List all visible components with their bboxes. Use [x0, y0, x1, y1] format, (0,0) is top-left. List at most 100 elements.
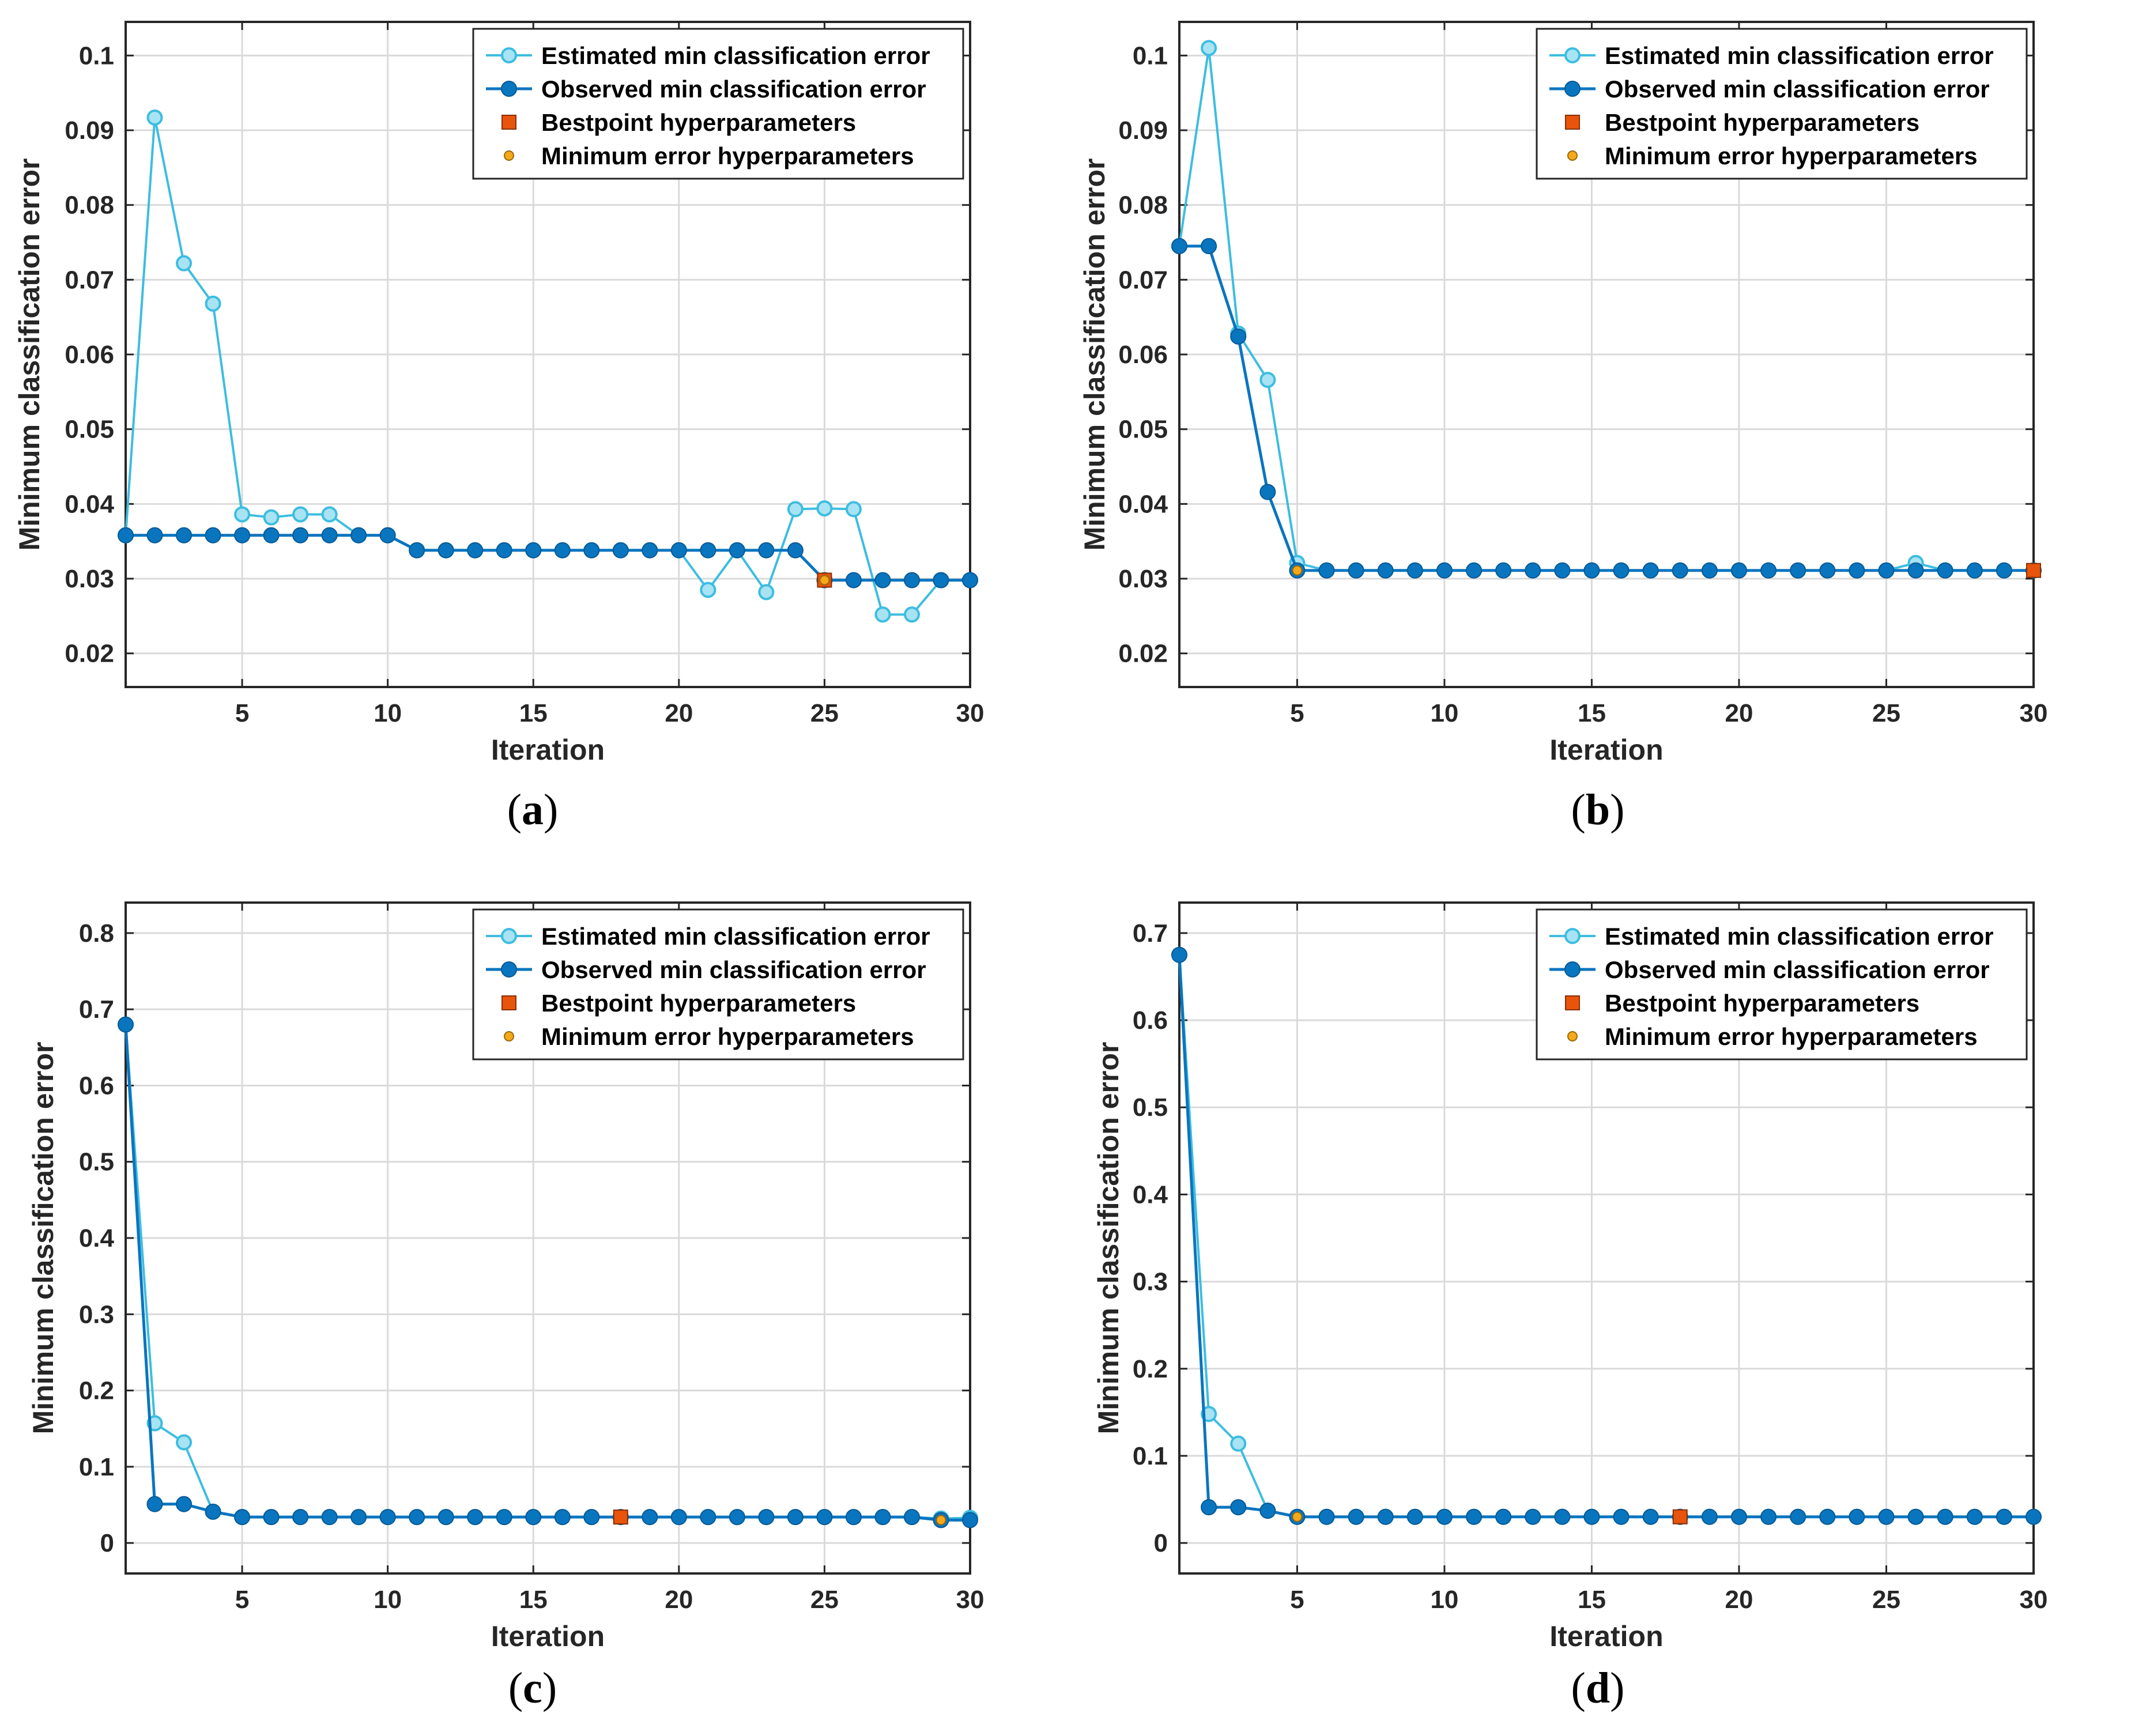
x-tick-label: 30: [2020, 699, 2048, 727]
observed-point: [1907, 562, 1924, 579]
observed-point: [642, 542, 658, 558]
legend-swatch-observed-marker: [1564, 961, 1581, 978]
x-tick-label: 15: [519, 699, 548, 727]
observed-point: [321, 1509, 338, 1526]
estimated-point: [176, 255, 193, 271]
observed-point: [1259, 484, 1276, 500]
legend-swatch-observed-marker: [1564, 81, 1581, 97]
y-tick-label: 0.08: [65, 191, 114, 220]
chart-c: 5 10 15 20 25 30 0 0.1 0.2 0.3 0.4 0.5 0.6 0.7 0.8 Iter…: [27, 901, 985, 1652]
y-tick-label: 0.1: [79, 1453, 114, 1481]
observed-point: [933, 572, 949, 588]
observed-point: [729, 542, 745, 558]
ticks-a: 5 10 15 20 25 30 0.02 0.03 0.04 0.05 0.06 0.07 0.08 0…: [65, 22, 984, 727]
observed-point: [525, 542, 542, 558]
legend-label: Minimum error hyperparameters: [1605, 142, 1978, 169]
observed-point: [1760, 1508, 1777, 1525]
observed-point: [146, 1496, 163, 1512]
observed-point: [787, 1509, 804, 1526]
observed-point: [1406, 562, 1423, 579]
observed-point: [1996, 1508, 2012, 1525]
observed-point: [525, 1509, 542, 1526]
panel-b: 5 10 15 20 25 30 0.02 0.03 0.04 0.05 0.06 0.07 0.08 0…: [1065, 0, 2130, 868]
legend-swatch-min-error: [504, 1031, 514, 1041]
legend-b: Estimated min classification error Observ…: [1536, 28, 2028, 180]
x-tick-label: 20: [665, 699, 693, 727]
x-axis-label: Iteration: [491, 1620, 605, 1652]
observed-point: [1966, 562, 1983, 579]
y-tick-label: 0.7: [79, 995, 114, 1024]
x-axis-label: Iteration: [491, 734, 605, 766]
y-tick-label: 0.05: [65, 416, 114, 444]
legend-swatch-min-error: [1567, 150, 1578, 161]
observed-point: [1849, 1508, 1865, 1525]
legend-swatch-observed-marker: [501, 81, 517, 97]
caption-a: (a): [507, 786, 559, 834]
x-tick-label: 10: [374, 1586, 402, 1614]
observed-point: [350, 1509, 367, 1526]
estimated-point: [845, 501, 862, 518]
caption-c: (c): [508, 1664, 557, 1712]
y-axis-label: Minimum classification error: [27, 1042, 59, 1435]
observed-point: [874, 572, 891, 588]
legend-box: [1536, 908, 2028, 1061]
y-tick-label: 0.06: [65, 341, 114, 369]
y-tick-label: 0.09: [65, 116, 114, 145]
y-tick-label: 0.06: [1118, 341, 1168, 369]
estimated-point: [146, 109, 163, 126]
x-tick-label: 20: [665, 1586, 693, 1614]
observed-point: [1525, 562, 1541, 579]
y-tick-label: 0.1: [79, 41, 114, 70]
estimated-point: [234, 506, 251, 523]
observed-point: [1701, 1508, 1718, 1525]
observed-point: [1348, 562, 1364, 579]
legend-box: [472, 908, 964, 1061]
observed-point: [409, 542, 425, 558]
observed-point: [1377, 1508, 1394, 1525]
observed-point: [1466, 562, 1483, 579]
y-tick-label: 0.04: [1118, 490, 1168, 518]
legend-swatch-min-error: [504, 150, 514, 161]
x-tick-label: 20: [1725, 1586, 1753, 1614]
x-tick-label: 30: [2020, 1586, 2048, 1614]
observed-point: [1672, 562, 1688, 579]
legend-label: Observed min classification error: [1605, 76, 1990, 103]
observed-point: [1201, 237, 1217, 254]
x-tick-label: 15: [1578, 1586, 1606, 1614]
observed-point: [467, 542, 484, 558]
estimated-line: [125, 117, 970, 616]
legend-a: Estimated min classification error Observ…: [472, 28, 964, 180]
observed-point: [379, 1509, 396, 1526]
series-observed-d: [1171, 946, 2042, 1525]
x-tick-label: 10: [1430, 1586, 1458, 1614]
y-tick-label: 0.6: [79, 1071, 114, 1100]
observed-line: [126, 534, 970, 582]
observed-point: [845, 572, 862, 588]
y-tick-label: 0.03: [1118, 565, 1168, 593]
estimated-point: [263, 509, 280, 526]
min-error-marker: [936, 1515, 946, 1526]
x-tick-label: 25: [810, 699, 839, 727]
panel-a: 5 10 15 20 25 30 0.02 0.03 0.04 0.05 0.06 0.07 0.08 0…: [0, 0, 1065, 868]
observed-point: [118, 1016, 134, 1033]
observed-point: [700, 1509, 716, 1526]
observed-point: [1436, 562, 1453, 579]
x-tick-label: 5: [235, 699, 249, 727]
legend-swatch-observed-marker: [501, 961, 517, 978]
observed-point: [409, 1509, 425, 1526]
legend-swatch-estimated-marker: [501, 928, 517, 944]
observed-point: [1554, 1508, 1571, 1525]
observed-point: [1613, 1508, 1630, 1525]
y-tick-label: 0.8: [79, 919, 114, 948]
observed-point: [176, 527, 193, 544]
observed-line: [1179, 244, 2034, 572]
estimated-point: [205, 295, 221, 312]
x-tick-label: 30: [956, 1586, 985, 1614]
observed-point: [1495, 562, 1512, 579]
y-tick-label: 0.4: [79, 1224, 115, 1252]
observed-point: [292, 1509, 309, 1526]
x-axis-label: Iteration: [1549, 734, 1663, 766]
ticks-c: 5 10 15 20 25 30 0 0.1 0.2 0.3 0.4 0.5 0.6 0.7 0.8: [79, 903, 985, 1614]
y-tick-label: 0.3: [79, 1300, 114, 1329]
observed-point: [787, 542, 804, 558]
